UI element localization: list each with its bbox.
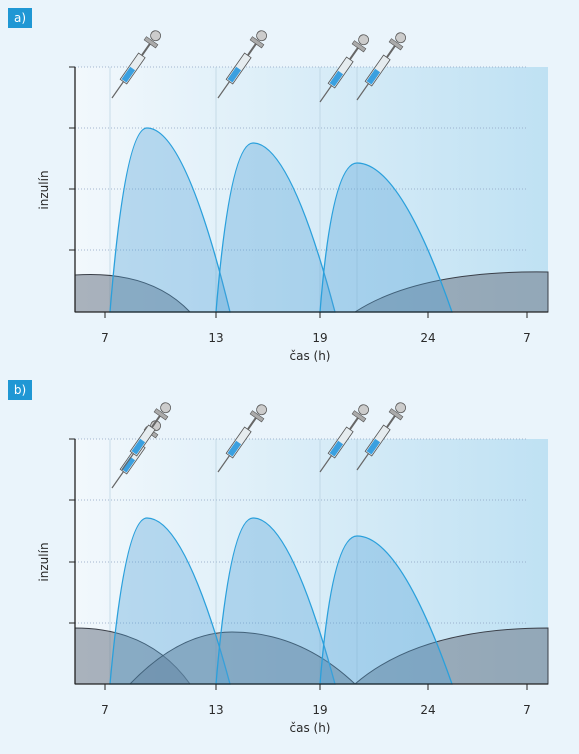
x-tick-label: 19 (312, 703, 327, 717)
x-tick-label: 7 (101, 331, 109, 345)
x-tick-label: 24 (420, 703, 435, 717)
x-label: čas (h) (290, 349, 331, 363)
x-tick-label: 13 (208, 331, 223, 345)
x-tick-label: 19 (312, 331, 327, 345)
y-label: inzulín (37, 170, 51, 209)
x-tick-label: 7 (101, 703, 109, 717)
x-tick-label: 13 (208, 703, 223, 717)
x-label: čas (h) (290, 721, 331, 735)
panel-label: b) (14, 383, 26, 397)
x-tick-label: 7 (523, 331, 531, 345)
y-label: inzulín (37, 542, 51, 581)
x-tick-label: 24 (420, 331, 435, 345)
x-tick-label: 7 (523, 703, 531, 717)
page: a) inzulín čas (h) 7 13 19 24 7 b) (0, 0, 579, 754)
panel-label: a) (14, 11, 26, 25)
